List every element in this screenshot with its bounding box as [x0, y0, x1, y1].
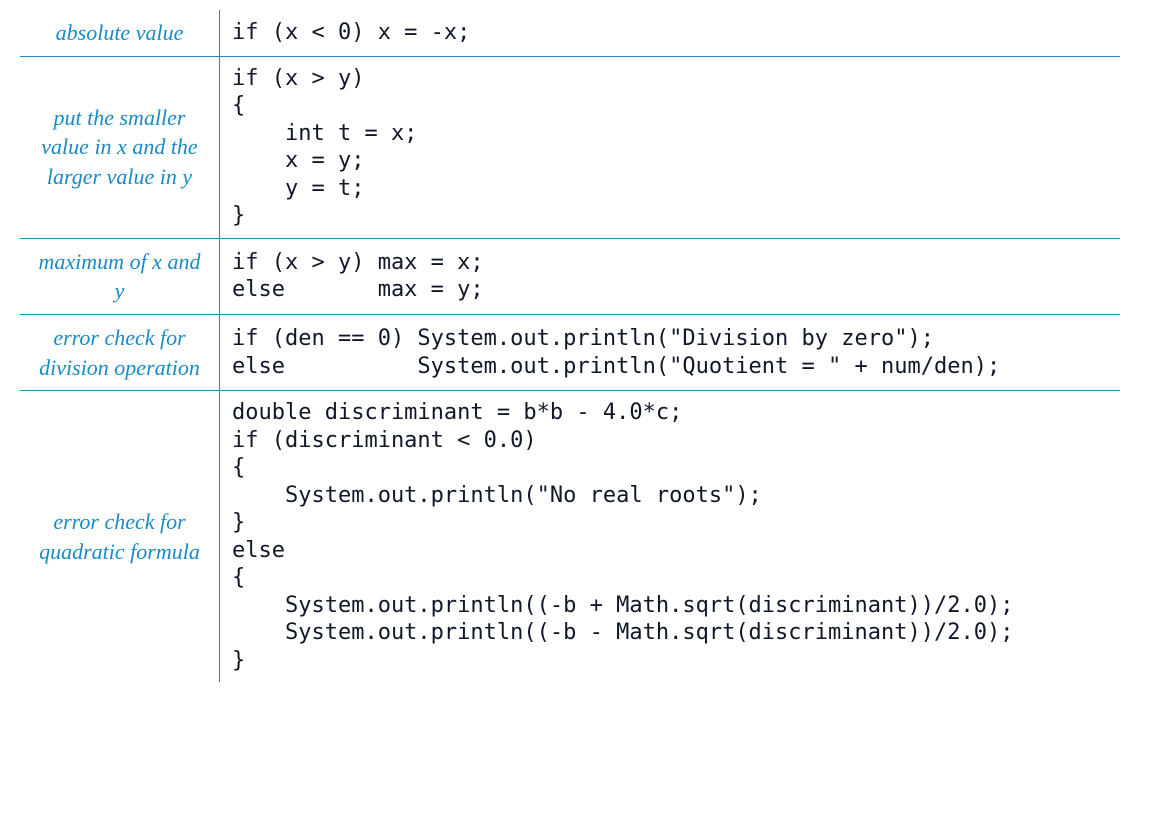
table-row: put the smaller value in x and the large… [20, 56, 1120, 238]
table-row: error check for division operation if (d… [20, 315, 1120, 391]
row-code: if (x > y) { int t = x; x = y; y = t; } [220, 56, 1121, 238]
row-code: if (den == 0) System.out.println("Divisi… [220, 315, 1121, 391]
row-label: put the smaller value in x and the large… [20, 56, 220, 238]
code-examples-table: absolute value if (x < 0) x = -x; put th… [20, 10, 1120, 682]
row-code: if (x < 0) x = -x; [220, 10, 1121, 56]
table-row: error check for quadratic formula double… [20, 391, 1120, 683]
row-label: absolute value [20, 10, 220, 56]
table-row: absolute value if (x < 0) x = -x; [20, 10, 1120, 56]
row-code: double discriminant = b*b - 4.0*c; if (d… [220, 391, 1121, 683]
row-label: maximum of x and y [20, 238, 220, 314]
row-code: if (x > y) max = x; else max = y; [220, 238, 1121, 314]
row-label: error check for division operation [20, 315, 220, 391]
row-label: error check for quadratic formula [20, 391, 220, 683]
table-row: maximum of x and y if (x > y) max = x; e… [20, 238, 1120, 314]
